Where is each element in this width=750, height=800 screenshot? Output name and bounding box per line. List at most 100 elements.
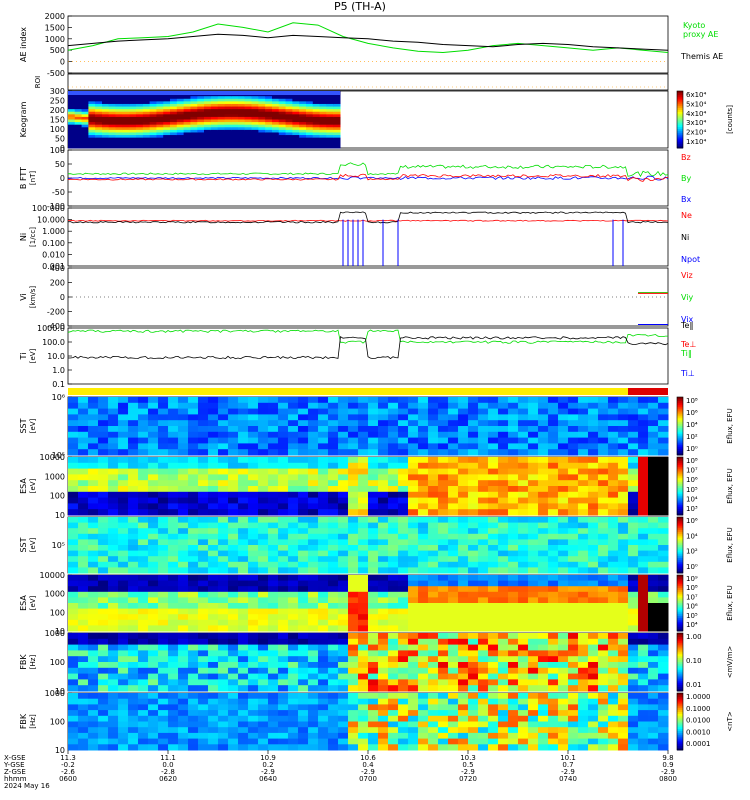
spectro-cell (568, 503, 579, 510)
spectro-cell (558, 662, 569, 669)
spectro-cell (148, 738, 159, 745)
keogram-cell (142, 111, 151, 115)
spectro-cell (188, 710, 199, 717)
spectro-cell (278, 597, 289, 604)
spectro-cell (648, 704, 659, 711)
spectro-cell (328, 414, 339, 421)
spectro-cell (328, 650, 339, 657)
spectro-cell (578, 539, 589, 546)
spectro-cell (458, 509, 469, 516)
spectro-cell (418, 449, 429, 456)
spectro-cell (68, 556, 79, 563)
spectro-cell (98, 603, 109, 610)
spectro-cell (118, 486, 129, 493)
keogram-cell (95, 137, 103, 141)
spectro-cell (528, 539, 539, 546)
spectro-cell (148, 517, 159, 524)
colorbar-cell (677, 744, 683, 747)
colorbar-cell (677, 470, 683, 473)
spectro-cell (488, 685, 499, 692)
spectro-cell (428, 545, 439, 552)
spectro-cell (238, 503, 249, 510)
keogram-cell (190, 114, 198, 118)
spectro-cell (88, 685, 99, 692)
spectro-cell (348, 608, 359, 615)
spectro-cell (518, 397, 529, 404)
spectro-cell (138, 449, 149, 456)
spectro-cell (608, 633, 619, 640)
spectro-cell (628, 614, 639, 621)
spectro-cell (648, 491, 659, 499)
spectro-cell (188, 522, 199, 529)
spectro-cell (608, 517, 619, 524)
spectro-cell (648, 685, 659, 692)
spectro-cell (328, 426, 339, 433)
spectro-cell (378, 539, 389, 546)
spectro-cell (238, 468, 249, 475)
spectro-cell (348, 662, 359, 669)
spectro-cell (68, 586, 79, 593)
spectro-cell (108, 480, 119, 487)
spectro-cell (568, 486, 579, 493)
spectro-cell (378, 738, 389, 745)
spectro-cell (298, 509, 309, 516)
colorbar-cell (677, 621, 683, 625)
spectro-cell (618, 704, 629, 711)
colorbar-cell (677, 140, 683, 143)
spectro-cell (568, 397, 579, 404)
spectro-cell (618, 679, 629, 686)
spectro-cell (278, 614, 289, 621)
spectro-cell (488, 586, 499, 593)
spectro-cell (158, 575, 169, 582)
y-tick-label: 50 (55, 160, 65, 169)
spectro-cell (378, 667, 389, 675)
spectro-cell (578, 698, 589, 705)
spectro-cell (288, 679, 299, 686)
spectro-cell (628, 608, 639, 615)
spectro-cell (528, 580, 539, 587)
spectro-cell (158, 539, 169, 546)
spectro-cell (408, 575, 419, 582)
spectro-cell (528, 619, 539, 626)
spectro-cell (248, 685, 259, 692)
spectro-cell (578, 533, 589, 540)
keogram-cell (312, 98, 321, 102)
spectro-cell (528, 662, 539, 669)
spectro-cell (658, 449, 669, 456)
spectro-cell (238, 567, 249, 574)
keogram-cell (68, 101, 76, 105)
spectro-cell (608, 402, 619, 410)
keogram-cell (170, 119, 178, 123)
colorbar-cell (677, 575, 683, 578)
spectro-cell (408, 673, 419, 680)
spectro-cell (488, 509, 499, 516)
spectro-cell (448, 509, 459, 516)
keogram-cell (231, 106, 239, 110)
spectro-cell (548, 550, 559, 557)
spectro-cell (588, 533, 599, 540)
spectro-cell (358, 468, 369, 475)
spectro-cell (328, 397, 339, 404)
spectro-cell (268, 491, 279, 499)
spectro-cell (488, 420, 499, 427)
spectro-cell (468, 491, 479, 499)
spectro-cell (68, 603, 79, 610)
spectro-cell (158, 673, 169, 680)
spectro-cell (458, 603, 469, 610)
spectro-cell (358, 662, 369, 669)
spectro-cell (548, 539, 559, 546)
spectro-cell (448, 662, 459, 669)
spectro-cell (138, 614, 149, 621)
spectro-cell (348, 603, 359, 610)
colorbar-cell (677, 108, 683, 111)
keogram-cell (278, 93, 287, 97)
spectro-cell (268, 679, 279, 686)
spectro-cell (358, 644, 369, 651)
keogram-cell (190, 93, 198, 97)
keogram-cell (108, 135, 117, 139)
spectro-cell (538, 633, 549, 640)
spectro-cell (68, 397, 79, 404)
spectro-cell (538, 614, 549, 621)
keogram-cell (102, 96, 110, 100)
keogram-cell (258, 145, 266, 149)
